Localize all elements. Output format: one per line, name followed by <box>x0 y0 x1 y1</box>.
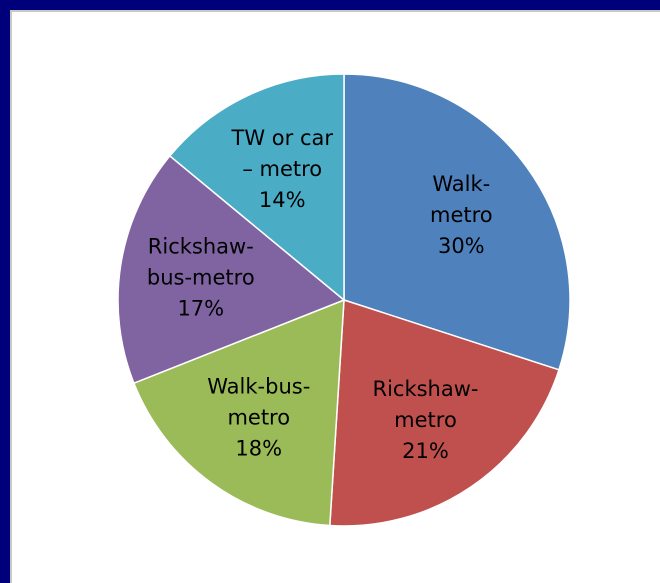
slice-rickshaw-metro <box>329 298 560 527</box>
slice-rickshaw-bus-metro <box>117 154 346 385</box>
pie-slices <box>117 73 571 527</box>
slice-tw-or-car-metro <box>168 73 345 302</box>
slice-walk-metro <box>343 73 571 371</box>
slice-label-rickshaw-bus-metro: Rickshaw-bus-metro 17% <box>147 234 255 320</box>
slice-label-rickshaw-metro: Rickshaw-metro 21% <box>372 377 478 463</box>
slice-walk-bus-metro <box>132 298 345 527</box>
slice-label-tw-or-car-metro: TW or car – metro 14% <box>231 126 334 212</box>
slice-label-walk-metro: Walk-metro 30% <box>430 172 493 258</box>
pie-labels: Walk-metro 30% Rickshaw-metro 21% Walk-bus-m… <box>147 126 493 463</box>
slice-label-walk-bus-metro: Walk-bus-metro 18% <box>207 374 310 460</box>
